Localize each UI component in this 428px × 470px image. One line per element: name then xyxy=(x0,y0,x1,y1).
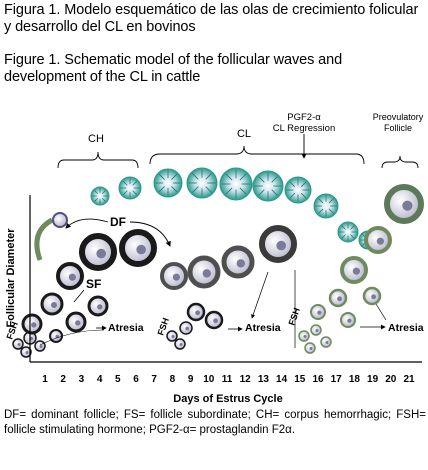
follicle-6 xyxy=(40,292,64,316)
follicle-21 xyxy=(174,338,186,350)
corpus-luteum-7 xyxy=(284,176,312,204)
day-label-4: 4 xyxy=(97,374,103,385)
y-axis-label: Follicular Diameter xyxy=(5,228,17,328)
follicle-26 xyxy=(310,304,326,320)
df-arrow-left xyxy=(65,218,109,229)
corpus-luteum-2 xyxy=(118,176,142,200)
preov-label-line1: Preovulatory xyxy=(373,112,424,122)
day-label-5: 5 xyxy=(115,374,121,385)
day-label-20: 20 xyxy=(385,374,397,385)
follicle-series xyxy=(12,184,424,358)
corpus-luteum-6 xyxy=(252,170,284,202)
pgf-label-line2: CL Regression xyxy=(273,123,335,134)
follicle-15 xyxy=(221,245,255,279)
day-label-7: 7 xyxy=(151,374,157,385)
ch-brace xyxy=(57,151,139,169)
follicle-12 xyxy=(49,329,63,343)
day-label-14: 14 xyxy=(276,374,288,385)
df-arrow-right xyxy=(129,221,171,247)
follicle-25 xyxy=(320,336,332,348)
follicle-28 xyxy=(340,312,356,328)
follicle-27 xyxy=(328,288,348,308)
day-label-1: 1 xyxy=(42,374,48,385)
follicle-5 xyxy=(21,313,43,335)
day-label-18: 18 xyxy=(349,374,361,385)
follicle-1 xyxy=(12,338,24,350)
atresia-path-1 xyxy=(39,329,105,346)
follicle-29 xyxy=(362,286,382,306)
day-label-9: 9 xyxy=(188,374,194,385)
x-axis-label: Days of Estrus Cycle xyxy=(173,393,282,405)
follicle-23 xyxy=(310,324,322,336)
preov-label-line2: Follicle xyxy=(384,123,412,133)
follicle-18 xyxy=(179,321,193,335)
follicle-11 xyxy=(87,295,109,317)
day-label-17: 17 xyxy=(331,374,343,385)
follicle-7 xyxy=(56,262,84,290)
corpus-luteum-5 xyxy=(219,167,253,201)
preov-brace xyxy=(381,155,419,169)
corpus-luteum-4 xyxy=(186,167,218,199)
corpus-luteum-1 xyxy=(90,186,110,206)
follicle-13 xyxy=(160,262,188,290)
pgf-label-line1: PGF2-α xyxy=(287,112,321,123)
follicular-wave-diagram: CH CL PGF2-α CL Regression Preovulatory … xyxy=(4,112,424,405)
day-label-3: 3 xyxy=(79,374,85,385)
atresia-label-3: Atresia xyxy=(388,322,424,334)
day-label-19: 19 xyxy=(367,374,379,385)
corpus-luteum-8 xyxy=(313,193,339,219)
follicle-8 xyxy=(79,233,117,271)
follicle-10 xyxy=(65,311,87,333)
atresia-arrow-3 xyxy=(251,271,269,319)
follicle-19 xyxy=(186,302,206,322)
caption-english: Figure 1. Schematic model of the follicu… xyxy=(4,52,343,85)
follicle-24 xyxy=(304,342,316,354)
footnote: DF= dominant follicle; FS= follicle subo… xyxy=(4,409,426,436)
atresia-label-1: Atresia xyxy=(108,322,144,334)
day-label-11: 11 xyxy=(222,374,233,385)
day-label-15: 15 xyxy=(294,374,306,385)
day-tick-labels: 1 2 3 4 5 6 7 8 9 10 11 12 13 14 15 16 17 18 19 20 21 xyxy=(42,374,415,385)
follicle-30 xyxy=(340,256,368,284)
follicle-22 xyxy=(298,330,310,342)
atresia-arrow-5 xyxy=(375,303,387,321)
cl-brace xyxy=(149,145,365,165)
follicle-32 xyxy=(384,184,424,224)
corpus-luteum-9 xyxy=(337,221,359,243)
caption-spanish: Figura 1. Modelo esquemático de las olas… xyxy=(4,2,419,35)
cl-label: CL xyxy=(237,128,251,140)
corpus-luteum-3 xyxy=(153,168,183,198)
follicle-9 xyxy=(119,229,157,267)
day-label-6: 6 xyxy=(133,374,139,385)
fsh-label-wave3: FSH xyxy=(286,306,302,326)
day-label-12: 12 xyxy=(240,374,252,385)
day-label-16: 16 xyxy=(312,374,324,385)
sf-label: SF xyxy=(86,277,101,291)
corpus-luteum-series xyxy=(90,167,378,250)
follicle-4 xyxy=(34,340,46,352)
follicle-14 xyxy=(187,255,221,289)
ch-label: CH xyxy=(88,133,104,145)
follicle-20 xyxy=(204,310,224,330)
day-label-13: 13 xyxy=(258,374,270,385)
atresia-label-2: Atresia xyxy=(245,322,281,334)
sf-arrow xyxy=(73,289,85,303)
day-label-10: 10 xyxy=(203,374,215,385)
ovulated-follicle xyxy=(34,212,68,261)
follicle-31 xyxy=(364,226,392,254)
day-label-21: 21 xyxy=(403,374,415,385)
follicle-17 xyxy=(166,330,178,342)
follicle-16 xyxy=(259,225,297,263)
follicle-3 xyxy=(20,346,32,358)
df-label: DF xyxy=(110,215,126,229)
day-label-2: 2 xyxy=(60,374,66,385)
day-label-8: 8 xyxy=(170,374,176,385)
